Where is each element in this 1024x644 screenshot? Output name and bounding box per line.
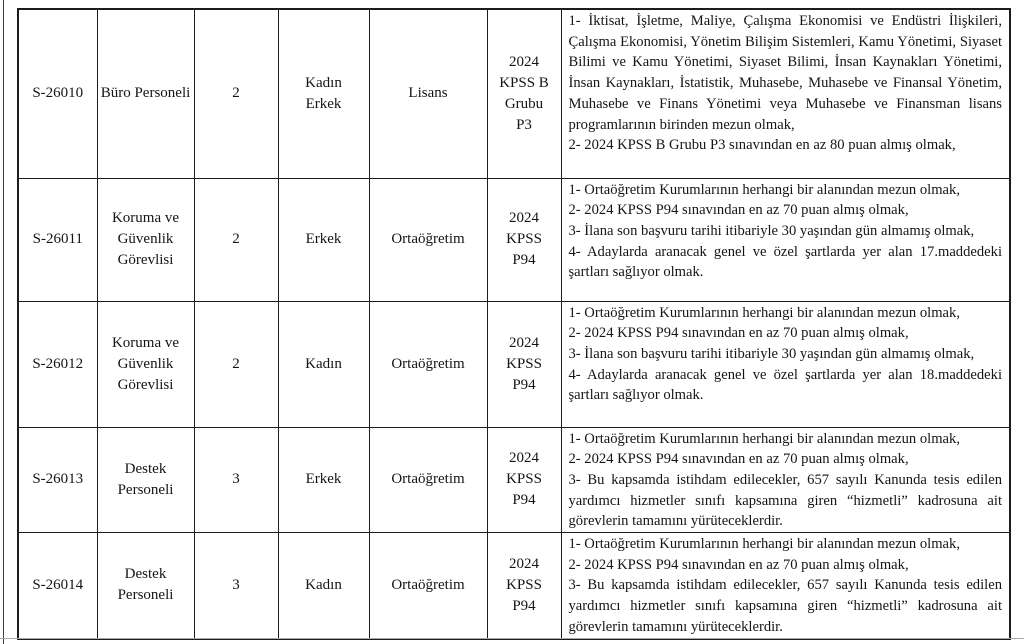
requirement-item: 1- Ortaöğretim Kurumlarının herhangi bir…	[568, 304, 960, 321]
cell-requirements: 1- Ortaöğretim Kurumlarının herhangi bir…	[560, 532, 1011, 640]
job-postings-table: S-26010 Büro Personeli 2 Kadın Erkek Lis…	[17, 8, 1011, 640]
requirement-item: 3- İlana son başvuru tarihi itibariyle 3…	[568, 222, 975, 239]
cell-requirements: 1- Ortaöğretim Kurumlarının herhangi bir…	[560, 177, 1011, 302]
cell-requirements: 1- İktisat, İşletme, Maliye, Çalışma Eko…	[560, 8, 1011, 179]
requirement-item: 4- Adaylarda aranacak genel ve özel şart…	[568, 243, 1003, 281]
cell-gender: Erkek	[277, 177, 370, 302]
requirement-item: 2- 2024 KPSS P94 sınavından en az 70 pua…	[568, 325, 909, 342]
cell-requirements: 1- Ortaöğretim Kurumlarının herhangi bir…	[560, 300, 1011, 428]
cell-vacancy-count: 2	[193, 177, 279, 302]
requirement-item: 3- Bu kapsamda istihdam edilecekler, 657…	[568, 471, 1003, 530]
requirement-item: 2- 2024 KPSS P94 sınavından en az 70 pua…	[568, 556, 909, 573]
cell-position-code: S-26011	[17, 177, 98, 302]
bottom-rule-line	[0, 638, 1024, 639]
cell-position-code: S-26012	[17, 300, 98, 428]
table-row: S-26013 Destek Personeli 3 Erkek Ortaöğr…	[17, 426, 1011, 534]
cell-position-code: S-26013	[17, 426, 98, 534]
cell-position-title: Destek Personeli	[96, 532, 195, 640]
requirement-item: 1- İktisat, İşletme, Maliye, Çalışma Eko…	[568, 13, 1003, 133]
table-row: S-26014 Destek Personeli 3 Kadın Ortaöğr…	[17, 532, 1011, 640]
cell-kpss-score-type: 2024 KPSS P94	[486, 532, 562, 640]
cell-vacancy-count: 2	[193, 8, 279, 179]
cell-gender: Kadın	[277, 532, 370, 640]
requirement-item: 1- Ortaöğretim Kurumlarının herhangi bir…	[568, 536, 960, 553]
requirement-item: 1- Ortaöğretim Kurumlarının herhangi bir…	[568, 181, 960, 198]
requirement-item: 2- 2024 KPSS B Grubu P3 sınavından en az…	[568, 137, 956, 154]
cell-gender: Kadın	[277, 300, 370, 428]
cell-kpss-score-type: 2024 KPSS B Grubu P3	[486, 8, 562, 179]
cell-education-level: Lisans	[368, 8, 488, 179]
cell-kpss-score-type: 2024 KPSS P94	[486, 177, 562, 302]
cell-vacancy-count: 3	[193, 426, 279, 534]
requirement-item: 2- 2024 KPSS P94 sınavından en az 70 pua…	[568, 451, 909, 468]
table-row: S-26012 Koruma ve Güvenlik Görevlisi 2 K…	[17, 300, 1011, 428]
cell-gender: Erkek	[277, 426, 370, 534]
table-row: S-26011 Koruma ve Güvenlik Görevlisi 2 E…	[17, 177, 1011, 302]
cell-position-title: Koruma ve Güvenlik Görevlisi	[96, 300, 195, 428]
requirement-item: 3- İlana son başvuru tarihi itibariyle 3…	[568, 345, 975, 362]
cell-gender: Kadın Erkek	[277, 8, 370, 179]
cell-education-level: Ortaöğretim	[368, 532, 488, 640]
cell-vacancy-count: 2	[193, 300, 279, 428]
cell-vacancy-count: 3	[193, 532, 279, 640]
cell-position-code: S-26014	[17, 532, 98, 640]
requirement-item: 2- 2024 KPSS P94 sınavından en az 70 pua…	[568, 202, 909, 219]
cell-position-title: Destek Personeli	[96, 426, 195, 534]
cell-position-title: Koruma ve Güvenlik Görevlisi	[96, 177, 195, 302]
table-row: S-26010 Büro Personeli 2 Kadın Erkek Lis…	[17, 8, 1011, 179]
cell-requirements: 1- Ortaöğretim Kurumlarının herhangi bir…	[560, 426, 1011, 534]
cell-kpss-score-type: 2024 KPSS P94	[486, 426, 562, 534]
requirement-item: 3- Bu kapsamda istihdam edilecekler, 657…	[568, 577, 1003, 635]
cell-kpss-score-type: 2024 KPSS P94	[486, 300, 562, 428]
cell-education-level: Ortaöğretim	[368, 426, 488, 534]
cell-position-title: Büro Personeli	[96, 8, 195, 179]
requirement-item: 1- Ortaöğretim Kurumlarının herhangi bir…	[568, 430, 960, 447]
cell-education-level: Ortaöğretim	[368, 177, 488, 302]
page-edge-line	[3, 0, 4, 644]
cell-education-level: Ortaöğretim	[368, 300, 488, 428]
requirement-item: 4- Adaylarda aranacak genel ve özel şart…	[568, 366, 1003, 404]
cell-position-code: S-26010	[17, 8, 98, 179]
